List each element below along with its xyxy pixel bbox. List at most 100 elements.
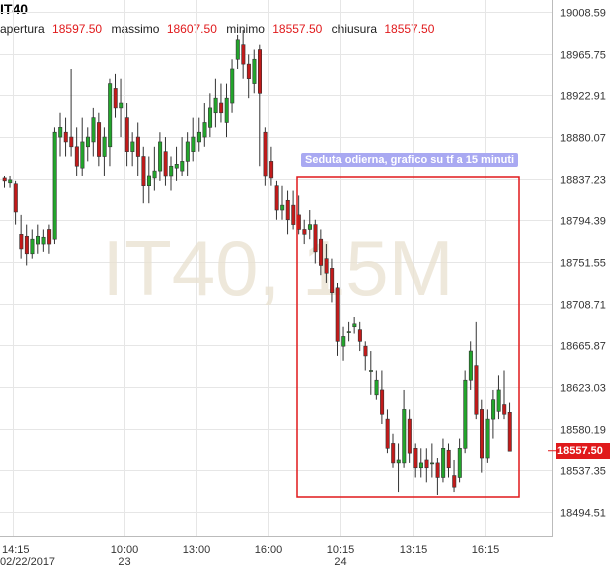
candle xyxy=(208,93,213,138)
y-tick-label: 18794.39 xyxy=(560,216,606,228)
candle xyxy=(19,214,24,259)
candle xyxy=(324,244,329,283)
candle xyxy=(97,112,102,167)
candle xyxy=(491,389,496,439)
candle xyxy=(341,326,346,361)
x-tick-label: 10:15 xyxy=(327,544,355,556)
candle xyxy=(368,351,373,395)
candle xyxy=(180,137,185,176)
x-tick-label: 16:15 xyxy=(472,544,500,556)
candle xyxy=(141,146,146,204)
candle xyxy=(391,433,396,468)
high-value: 18607.50 xyxy=(166,22,217,36)
x-tick-sublabel: 23 xyxy=(118,556,130,568)
candle xyxy=(102,127,107,176)
candle xyxy=(319,229,324,276)
candle xyxy=(147,156,152,204)
candle xyxy=(52,127,57,245)
candle xyxy=(24,224,29,266)
candle xyxy=(13,180,18,225)
candle xyxy=(452,459,457,493)
candle xyxy=(291,190,296,230)
x-tick-sublabel: 24 xyxy=(334,556,346,568)
candle xyxy=(85,127,90,162)
annotation-label: Seduta odierna, grafico su tf a 15 minut… xyxy=(301,153,519,167)
candle xyxy=(230,59,235,113)
candle xyxy=(30,229,35,259)
candle xyxy=(158,132,163,181)
candle xyxy=(2,175,7,188)
candle xyxy=(108,78,113,167)
candle xyxy=(135,122,140,176)
candle xyxy=(241,30,246,79)
candle xyxy=(357,321,362,352)
candle xyxy=(35,224,40,254)
y-tick-label: 18537.35 xyxy=(560,466,606,478)
candle xyxy=(463,370,468,454)
candle xyxy=(468,341,473,390)
candle xyxy=(152,146,157,191)
candle xyxy=(418,448,423,478)
candle xyxy=(330,258,335,303)
candle xyxy=(235,34,240,69)
y-tick-label: 18880.07 xyxy=(560,133,606,145)
x-tick-label: 10:00 xyxy=(111,544,139,556)
y-tick-label: 18580.19 xyxy=(560,425,606,437)
candle xyxy=(446,443,451,478)
y-axis: 19008.59 18965.75 18922.91 18880.07 18837.23… xyxy=(548,0,606,536)
candle xyxy=(196,117,201,152)
y-tick-label: 18494.51 xyxy=(560,508,606,520)
y-tick-label: 18665.87 xyxy=(560,341,606,353)
candle xyxy=(8,175,13,188)
high-label: massimo xyxy=(111,22,160,36)
candle xyxy=(413,443,418,478)
candle xyxy=(396,443,401,493)
close-label: chiusura xyxy=(331,22,377,36)
candle xyxy=(252,49,257,94)
candle xyxy=(346,321,351,342)
x-tick-sublabel: 02/22/2017 xyxy=(0,556,55,568)
candle xyxy=(496,375,501,420)
candle xyxy=(274,180,279,220)
candle xyxy=(402,389,407,468)
y-tick-label: 18965.75 xyxy=(560,50,606,62)
candle xyxy=(385,409,390,454)
candle xyxy=(91,107,96,157)
candle xyxy=(185,132,190,176)
candle xyxy=(335,282,340,356)
candle xyxy=(124,103,129,167)
candle xyxy=(219,83,224,123)
candle xyxy=(380,370,385,424)
candle xyxy=(474,321,479,420)
candle xyxy=(191,117,196,162)
candle xyxy=(41,229,46,252)
x-tick-label: 14:15 xyxy=(2,544,30,556)
y-tick-label: 18922.91 xyxy=(560,91,606,103)
candle xyxy=(47,224,52,254)
candle xyxy=(63,117,68,157)
candle xyxy=(485,409,490,463)
candle xyxy=(224,83,229,138)
candle xyxy=(285,190,290,235)
candle xyxy=(213,78,218,128)
candle xyxy=(263,127,268,186)
candle xyxy=(441,438,446,483)
candle xyxy=(174,146,179,181)
y-tick-label: 18751.55 xyxy=(560,258,606,270)
candle xyxy=(374,370,379,400)
low-label: minimo xyxy=(226,22,265,36)
x-tick-label: 16:00 xyxy=(255,544,283,556)
open-value: 18597.50 xyxy=(52,22,103,36)
open-label: apertura xyxy=(0,22,45,36)
candle xyxy=(280,185,285,220)
candle xyxy=(507,402,512,452)
candle xyxy=(80,117,85,176)
candle xyxy=(163,137,168,186)
candle xyxy=(313,219,318,264)
candle xyxy=(479,399,484,473)
last-price-badge: 18557.50 xyxy=(556,443,610,459)
highlight-box xyxy=(296,176,520,498)
candle xyxy=(302,219,307,245)
grid xyxy=(0,0,552,536)
